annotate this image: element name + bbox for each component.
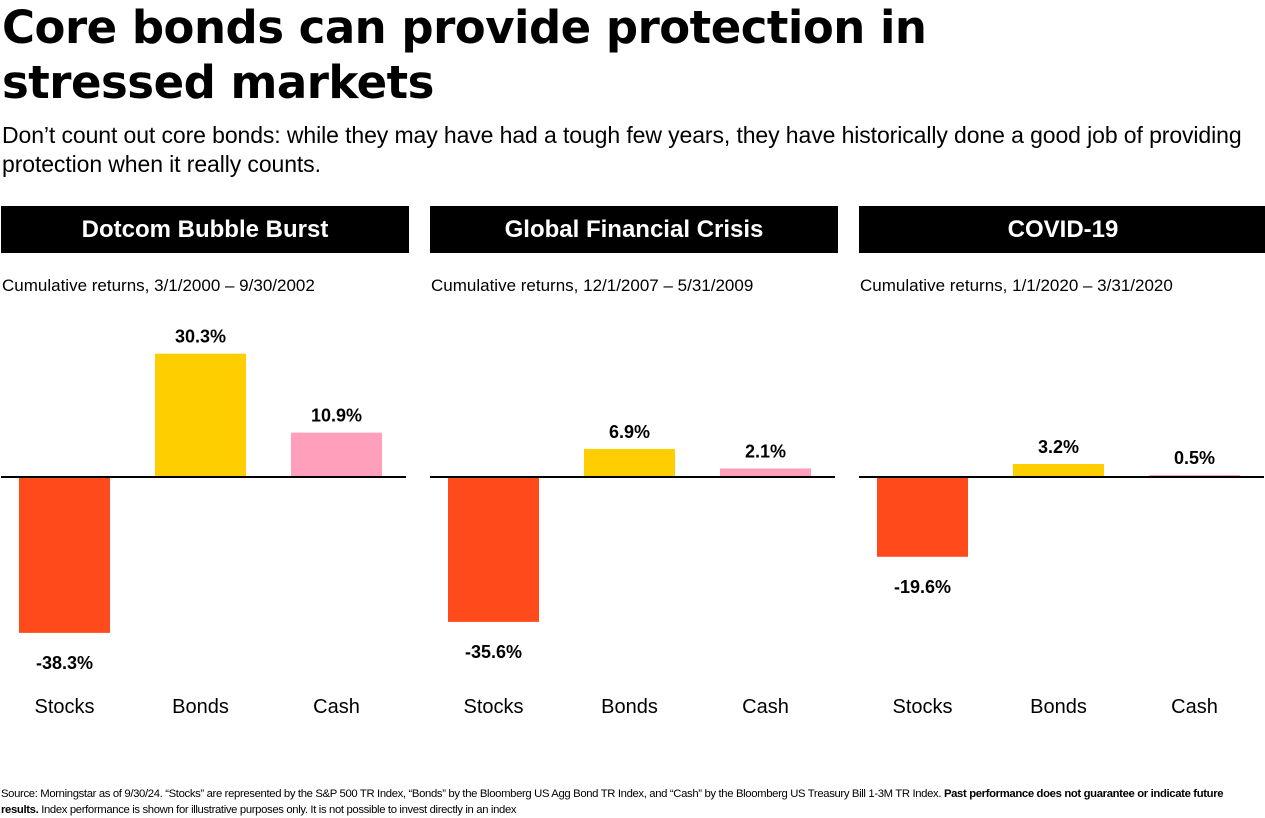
category-label: Bonds <box>601 696 658 718</box>
panel-caption: Cumulative returns, 3/1/2000 – 9/30/2002 <box>2 276 315 295</box>
category-label: Cash <box>313 696 360 718</box>
value-label: -35.6% <box>465 642 522 662</box>
bar-cash <box>291 432 382 477</box>
category-label: Bonds <box>1030 696 1087 718</box>
chart-panel-gfc: Global Financial Crisis Cumulative retur… <box>430 206 838 726</box>
bar-bonds <box>155 353 246 477</box>
performance-disclaimer: Past performance does not guarantee or i… <box>1 788 1224 816</box>
panel-header: Dotcom Bubble Burst <box>1 206 409 253</box>
category-label: Stocks <box>463 696 523 718</box>
source-footnote: Source: Morningstar as of 9/30/24. “Stoc… <box>1 786 1263 818</box>
value-label: 6.9% <box>609 422 650 442</box>
value-label: -38.3% <box>36 653 93 673</box>
page-subtitle: Don’t count out core bonds: while they m… <box>2 122 1242 177</box>
bar-cash <box>720 468 811 477</box>
value-label: 0.5% <box>1174 448 1215 468</box>
page-title: Core bonds can provide protection in str… <box>2 1 927 109</box>
panel-header: Global Financial Crisis <box>430 206 838 253</box>
bar-chart: -38.3% Stocks 30.3% Bonds 10.9% Cash <box>1 327 406 718</box>
bar-bonds <box>1013 463 1104 477</box>
bar-bonds <box>584 448 675 477</box>
category-label: Stocks <box>34 696 94 718</box>
chart-panel-covid: COVID-19 Cumulative returns, 1/1/2020 – … <box>859 206 1265 726</box>
value-label: -19.6% <box>894 577 951 597</box>
bar-stocks <box>877 477 968 557</box>
panel-caption: Cumulative returns, 1/1/2020 – 3/31/2020 <box>860 276 1173 295</box>
bar-stocks <box>19 477 110 633</box>
value-label: 10.9% <box>311 406 362 426</box>
source-text: Source: Morningstar as of 9/30/24. “Stoc… <box>1 788 942 800</box>
value-label: 2.1% <box>745 441 786 461</box>
panel-header: COVID-19 <box>859 206 1265 253</box>
bar-stocks <box>448 477 539 622</box>
category-label: Bonds <box>172 696 229 718</box>
panel-caption: Cumulative returns, 12/1/2007 – 5/31/200… <box>431 276 754 295</box>
value-label: 30.3% <box>175 327 226 347</box>
chart-panel-dotcom: Dotcom Bubble Burst Cumulative returns, … <box>1 206 409 726</box>
bar-chart: -19.6% Stocks 3.2% Bonds 0.5% Cash <box>859 437 1264 718</box>
bar-cash <box>1149 474 1240 477</box>
category-label: Stocks <box>892 696 952 718</box>
bar-chart: -35.6% Stocks 6.9% Bonds 2.1% Cash <box>430 422 835 718</box>
category-label: Cash <box>742 696 789 718</box>
value-label: 3.2% <box>1038 437 1079 457</box>
index-disclaimer: Index performance is shown for illustrat… <box>41 804 517 816</box>
category-label: Cash <box>1171 696 1218 718</box>
